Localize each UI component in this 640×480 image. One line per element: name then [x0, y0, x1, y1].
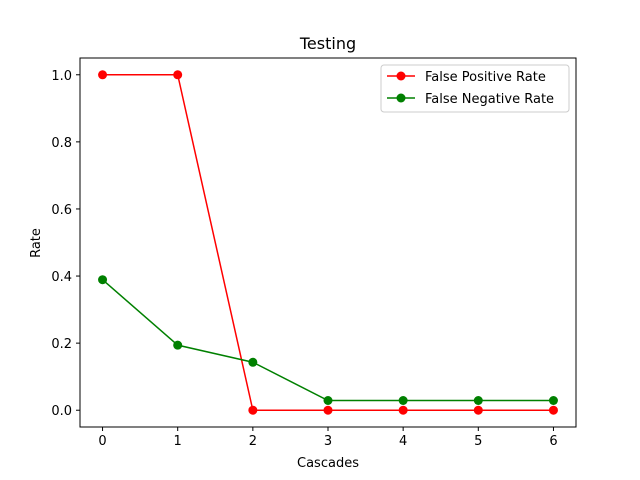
data-point-false-positive-rate: [398, 405, 408, 415]
x-axis: 0 1 2 3 4 5 6: [98, 427, 558, 449]
chart-title: Testing: [299, 34, 356, 53]
series-layer: [98, 70, 558, 415]
x-tick-label: 1: [174, 434, 182, 449]
y-axis: 0.0 0.2 0.4 0.6 0.8 1.0: [51, 69, 80, 419]
x-axis-label: Cascades: [297, 456, 359, 471]
y-tick-label: 0.8: [51, 136, 72, 151]
x-tick-label: 5: [474, 434, 482, 449]
data-point-false-positive-rate: [548, 405, 558, 415]
y-tick-label: 0.2: [51, 337, 72, 352]
data-point-false-positive-rate: [473, 405, 483, 415]
legend-box: [380, 64, 570, 113]
legend-marker-false-positive: [396, 71, 406, 81]
data-point-false-positive-rate: [248, 405, 258, 415]
data-point-false-negative-rate: [473, 395, 483, 405]
data-point-false-negative-rate: [248, 357, 258, 367]
legend: False Positive Rate False Negative Rate: [380, 64, 570, 113]
y-axis-label: Rate: [29, 228, 44, 258]
y-tick-label: 0.6: [51, 203, 72, 218]
data-point-false-positive-rate: [173, 70, 183, 80]
legend-entry-false-positive: False Positive Rate: [387, 70, 546, 85]
data-point-false-negative-rate: [398, 395, 408, 405]
data-point-false-positive-rate: [98, 70, 108, 80]
x-tick-label: 2: [249, 434, 257, 449]
y-tick-label: 1.0: [51, 69, 72, 84]
legend-marker-false-negative: [396, 93, 406, 103]
x-tick-label: 4: [399, 434, 407, 449]
data-point-false-negative-rate: [173, 340, 183, 350]
x-tick-label: 3: [324, 434, 332, 449]
legend-entry-false-negative: False Negative Rate: [387, 92, 554, 107]
legend-label-false-negative: False Negative Rate: [425, 92, 554, 107]
x-tick-label: 6: [549, 434, 557, 449]
data-point-false-negative-rate: [548, 395, 558, 405]
data-point-false-negative-rate: [323, 395, 333, 405]
data-point-false-negative-rate: [98, 275, 108, 285]
data-point-false-positive-rate: [323, 405, 333, 415]
legend-label-false-positive: False Positive Rate: [425, 70, 546, 85]
x-tick-label: 0: [98, 434, 106, 449]
y-tick-label: 0.4: [51, 270, 72, 285]
y-tick-label: 0.0: [51, 404, 72, 419]
